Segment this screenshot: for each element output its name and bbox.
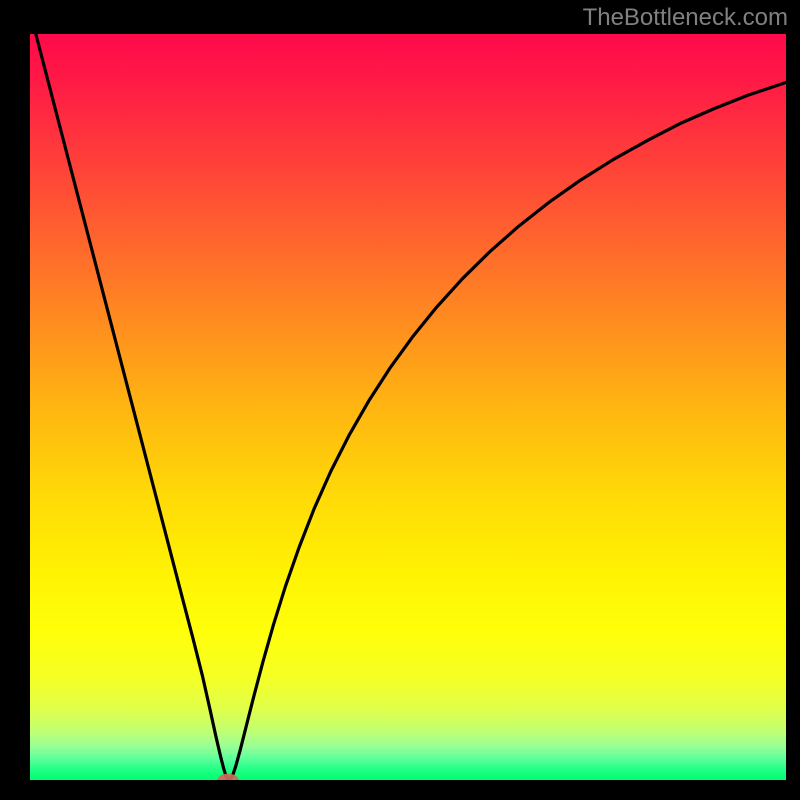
frame-bottom bbox=[0, 780, 800, 800]
chart-background-gradient bbox=[30, 34, 786, 780]
frame-left bbox=[0, 0, 30, 800]
attribution-text: TheBottleneck.com bbox=[583, 4, 788, 32]
plot-area bbox=[30, 34, 786, 780]
chart-svg bbox=[30, 34, 786, 780]
frame-right bbox=[786, 0, 800, 800]
